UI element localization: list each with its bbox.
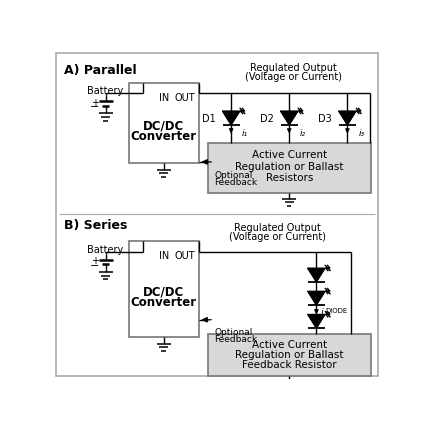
Text: DC/DC: DC/DC: [143, 119, 184, 132]
Text: D2: D2: [260, 114, 274, 124]
Text: Regulated Output: Regulated Output: [234, 223, 321, 233]
Text: OUT: OUT: [174, 92, 195, 103]
Text: Optional: Optional: [214, 170, 253, 179]
Text: +: +: [91, 98, 99, 108]
Text: OUT: OUT: [174, 251, 195, 261]
Text: Regulated Output: Regulated Output: [250, 63, 337, 73]
Text: Feedback Resistor: Feedback Resistor: [242, 360, 337, 369]
Polygon shape: [339, 112, 356, 126]
Text: B) Series: B) Series: [64, 219, 127, 232]
Text: i₂: i₂: [300, 129, 306, 138]
Text: Active Current: Active Current: [252, 150, 327, 160]
Bar: [208, 334, 371, 376]
Text: Battery: Battery: [88, 245, 124, 254]
Text: −: −: [90, 102, 99, 112]
Text: −: −: [90, 260, 99, 271]
Text: D1: D1: [202, 114, 216, 124]
Text: (Voltage or Current): (Voltage or Current): [229, 231, 326, 241]
Text: Regulation or Ballast: Regulation or Ballast: [235, 350, 343, 360]
Text: DC/DC: DC/DC: [143, 285, 184, 298]
Text: Battery: Battery: [88, 86, 124, 96]
Polygon shape: [281, 112, 298, 126]
Text: i₃: i₃: [358, 129, 364, 138]
Polygon shape: [222, 112, 240, 126]
Text: i: i: [321, 307, 324, 317]
Text: Regulation or Ballast: Regulation or Ballast: [235, 161, 343, 171]
Text: IN: IN: [159, 92, 169, 103]
Text: Optional: Optional: [214, 328, 253, 337]
Polygon shape: [308, 315, 325, 328]
Text: Feedback: Feedback: [214, 334, 257, 343]
Text: A) Parallel: A) Parallel: [64, 63, 136, 76]
Text: Converter: Converter: [131, 296, 197, 308]
Text: Feedback: Feedback: [214, 177, 257, 186]
Bar: [129, 83, 198, 164]
Text: Converter: Converter: [131, 130, 197, 142]
Bar: [208, 143, 371, 193]
Polygon shape: [308, 292, 325, 305]
Polygon shape: [308, 269, 325, 282]
Text: D3: D3: [318, 114, 332, 124]
Text: IN: IN: [159, 251, 169, 261]
Text: Active Current: Active Current: [252, 340, 327, 350]
Text: i₁: i₁: [242, 129, 248, 138]
Bar: [129, 242, 198, 338]
Text: (Voltage or Current): (Voltage or Current): [244, 72, 342, 81]
Text: DIODE: DIODE: [326, 308, 348, 314]
Text: +: +: [91, 256, 99, 266]
Text: Resistors: Resistors: [266, 173, 313, 183]
